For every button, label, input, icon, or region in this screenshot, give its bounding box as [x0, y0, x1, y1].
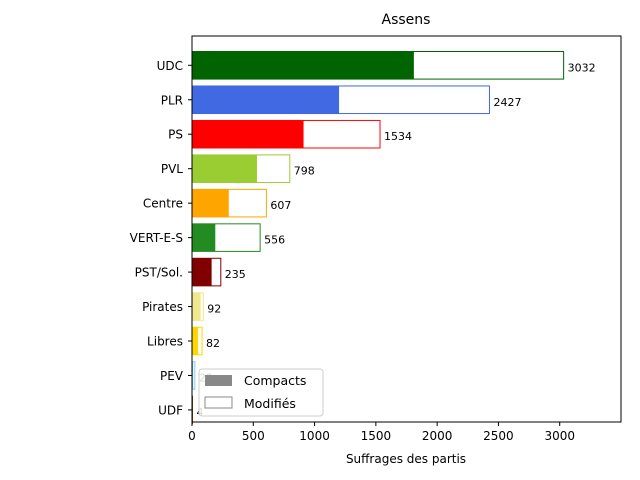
y-tick-label: PST/Sol. [135, 266, 183, 280]
data-label: 92 [207, 303, 221, 316]
y-tick-label: Pirates [142, 300, 183, 314]
data-label: 607 [270, 199, 291, 212]
x-tick-label: 0 [188, 429, 196, 443]
bar-compacts [192, 189, 229, 217]
y-axis: UDC PLR PS PVL Centre VERT-E-S PST/Sol. Pirates… [130, 59, 192, 417]
x-axis-label: Suffrages des partis [346, 452, 466, 466]
x-tick-label: 1000 [299, 429, 330, 443]
x-tick-label: 2500 [483, 429, 514, 443]
legend: Compacts Modifiés [198, 368, 324, 417]
bar-compacts [192, 154, 257, 183]
x-tick-label: 500 [242, 429, 265, 443]
y-tick-label: PVL [161, 162, 183, 176]
data-label: 235 [225, 268, 246, 281]
x-axis: 0 500 1000 1500 2000 2500 3000 [188, 422, 575, 443]
data-label: 1534 [384, 130, 412, 143]
bar-compacts [192, 223, 216, 252]
plot-frame [191, 35, 622, 423]
y-tick-label: PS [168, 128, 183, 142]
data-label: 2427 [493, 96, 521, 109]
legend-label-modifies: Modifiés [244, 396, 296, 411]
legend-label-compacts: Compacts [244, 373, 306, 388]
y-tick-label: UDF [158, 403, 183, 417]
x-tick-label: 1500 [361, 429, 392, 443]
bar-compacts [192, 361, 194, 390]
y-tick-label: VERT-E-S [130, 231, 183, 245]
y-tick-label: UDC [157, 59, 183, 73]
x-tick-label: 2000 [422, 429, 453, 443]
bar-compacts [192, 258, 212, 286]
y-tick-label: PEV [160, 369, 184, 383]
x-tick-label: 3000 [544, 429, 575, 443]
data-label: 82 [206, 337, 220, 350]
bar-compacts [192, 85, 340, 114]
data-label: 798 [294, 165, 315, 178]
chart-title: Assens [382, 12, 431, 28]
bar-compacts [192, 327, 199, 355]
bar-compacts [192, 51, 414, 80]
data-label: 556 [264, 234, 285, 247]
plot-area: 3032242715347986075562359282234 [191, 51, 596, 425]
y-tick-label: Centre [143, 197, 183, 211]
y-tick-label: PLR [161, 93, 183, 107]
legend-swatch-modifies [204, 396, 233, 409]
bar-compacts [192, 292, 201, 321]
legend-swatch-compacts [205, 375, 232, 386]
data-label: 3032 [568, 61, 596, 74]
bar-compacts [192, 120, 304, 149]
y-tick-label: Libres [147, 335, 183, 349]
